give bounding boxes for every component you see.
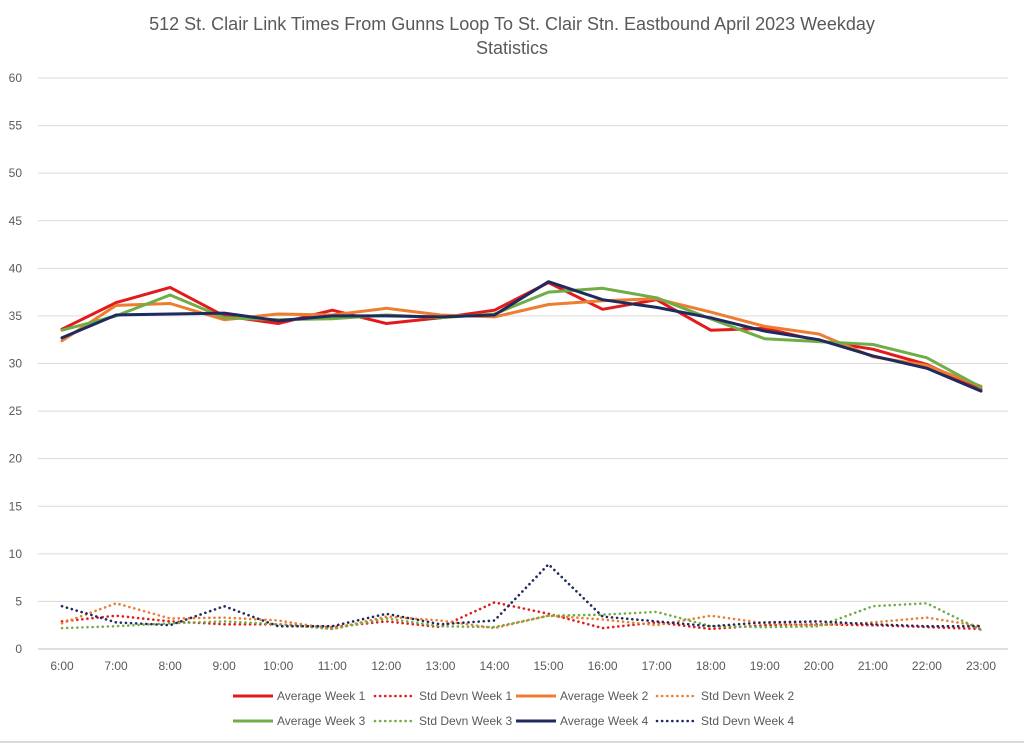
x-tick-label: 15:00 (534, 659, 564, 673)
bottom-divider (0, 741, 1024, 743)
y-tick-label: 30 (9, 357, 23, 371)
chart-title-line-2: Statistics (475, 38, 549, 58)
series-line-std-devn-week-3 (60, 601, 983, 632)
legend-item: Average Week 2 (516, 689, 649, 703)
x-tick-label: 20:00 (804, 659, 834, 673)
x-axis-tick-labels: 6:00 7:00 8:00 9:00 10:00 11:00 12:00 13:00 14:0… (50, 659, 996, 673)
x-tick-label: 17:00 (642, 659, 672, 673)
x-tick-label: 8:00 (158, 659, 182, 673)
x-tick-label: 12:00 (371, 659, 401, 673)
y-tick-label: 35 (9, 309, 23, 323)
y-tick-label: 5 (15, 594, 22, 608)
legend-label: Std Devn Week 4 (701, 714, 794, 728)
legend-label: Average Week 1 (277, 689, 366, 703)
x-tick-label: 6:00 (50, 659, 74, 673)
x-tick-label: 7:00 (104, 659, 128, 673)
legend-item: Average Week 1 (233, 689, 366, 703)
legend-item: Std Devn Week 3 (373, 714, 512, 728)
y-tick-label: 50 (9, 166, 23, 180)
x-tick-label: 19:00 (750, 659, 780, 673)
series-line-average-week-4 (60, 280, 983, 393)
legend-item: Average Week 4 (516, 714, 649, 728)
x-tick-label: 18:00 (696, 659, 726, 673)
x-tick-label: 23:00 (966, 659, 996, 673)
y-tick-label: 15 (9, 499, 23, 513)
y-tick-label: 20 (9, 452, 23, 466)
x-tick-label: 22:00 (912, 659, 942, 673)
x-tick-label: 13:00 (425, 659, 455, 673)
legend: Average Week 1 Std Devn Week 1 Average Wee… (233, 689, 794, 728)
x-tick-label: 14:00 (479, 659, 509, 673)
x-tick-label: 11:00 (318, 659, 347, 673)
series-line-std-devn-week-2 (60, 601, 983, 631)
chart-title: 512 St. Clair Link Times From Gunns Loop… (0, 12, 1024, 60)
legend-label: Average Week 2 (560, 689, 649, 703)
legend-item: Average Week 3 (233, 714, 366, 728)
chart-title-line-1: 512 St. Clair Link Times From Gunns Loop… (149, 14, 875, 34)
series-line-std-devn-week-1 (60, 601, 983, 631)
legend-label: Average Week 3 (277, 714, 366, 728)
series-line-std-devn-week-4 (60, 562, 983, 628)
y-tick-label: 60 (9, 71, 23, 85)
y-tick-label: 25 (9, 404, 23, 418)
y-axis-tick-labels: 0 5 10 15 20 25 30 35 40 45 50 55 60 (9, 71, 23, 656)
legend-label: Std Devn Week 1 (419, 689, 512, 703)
y-tick-label: 0 (15, 642, 22, 656)
legend-label: Std Devn Week 3 (419, 714, 512, 728)
legend-item: Std Devn Week 4 (655, 714, 794, 728)
legend-item: Std Devn Week 1 (373, 689, 512, 703)
y-tick-label: 45 (9, 214, 23, 228)
legend-label: Average Week 4 (560, 714, 649, 728)
x-tick-label: 21:00 (858, 659, 888, 673)
x-tick-label: 16:00 (588, 659, 618, 673)
y-tick-label: 10 (9, 547, 23, 561)
gridlines (38, 77, 1008, 650)
y-tick-label: 40 (9, 261, 23, 275)
series-line-average-week-2 (60, 297, 983, 388)
legend-label: Std Devn Week 2 (701, 689, 794, 703)
y-tick-label: 55 (9, 119, 23, 133)
legend-item: Std Devn Week 2 (655, 689, 794, 703)
x-tick-label: 10:00 (263, 659, 293, 673)
x-tick-label: 9:00 (212, 659, 236, 673)
series-lines (60, 280, 983, 632)
